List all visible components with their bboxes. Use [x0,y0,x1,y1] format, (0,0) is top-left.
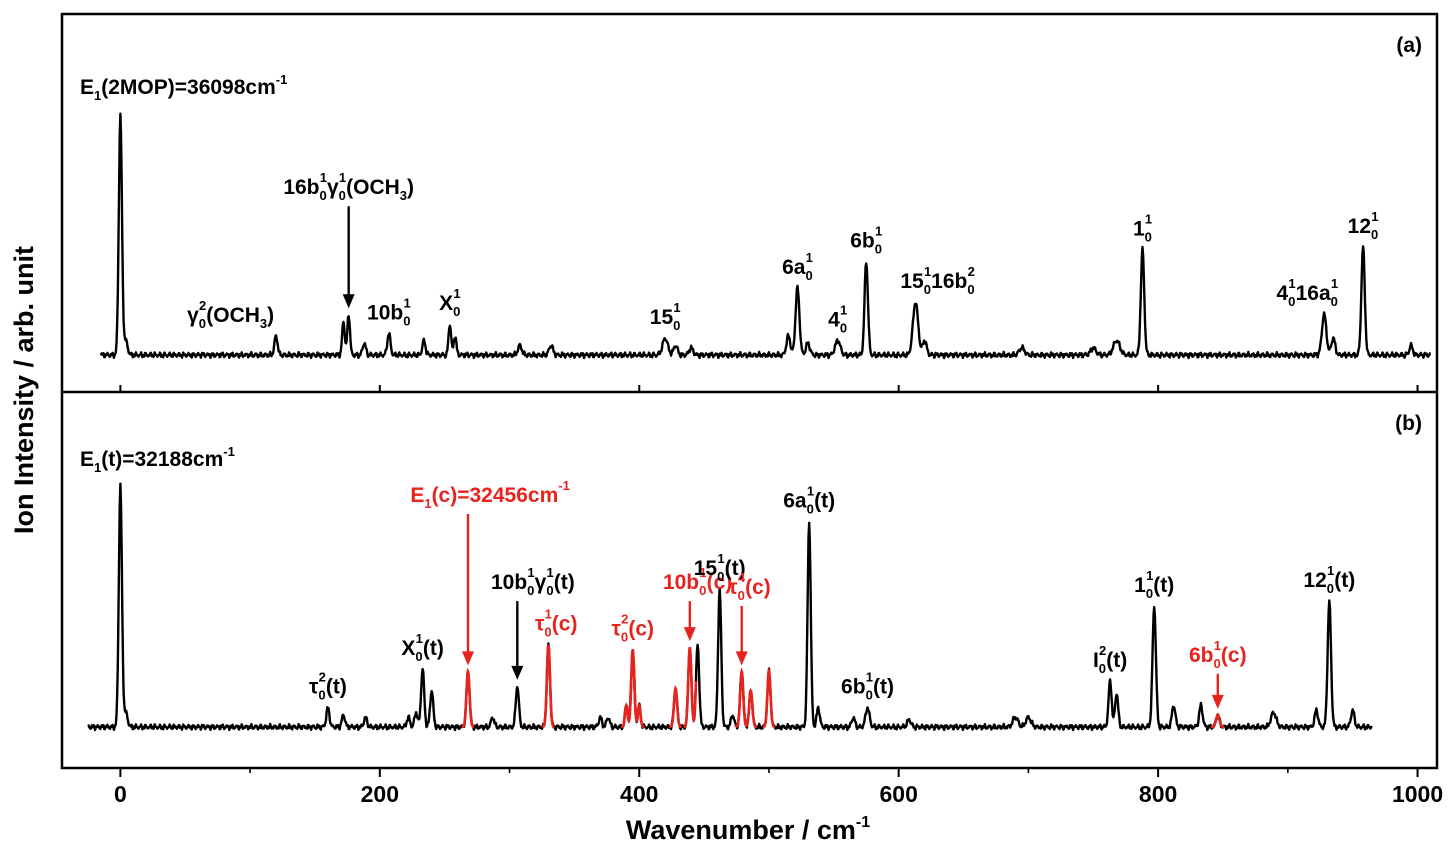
peak-label: 6b01(t) [841,670,894,703]
annotation-arrow-head [735,651,748,666]
panel-label: (b) [1395,412,1422,435]
panel-b: (b) E1(t)=32188cm-1 τ02(t) X01(t) E1(c)=3245… [80,412,1422,732]
peak-label: 150116b02 [900,264,974,297]
plot-frame [60,12,1439,770]
peak-label: 401 [828,303,847,336]
peak-label: 1201(t) [1303,563,1355,596]
peak-label: τ01(c) [535,607,578,640]
peak-label: τ02(t) [309,670,347,703]
annotation-arrow-head [1211,694,1224,709]
highlight-peak [632,672,645,729]
peak-label: 101(t) [1134,568,1174,601]
highlight-peak [762,666,776,729]
x-axis-title-exponent: -1 [856,814,870,831]
highlight-peak [683,646,698,729]
peak-label: I02(t) [1093,643,1127,676]
peak-label: 10b01γ01(t) [491,565,575,598]
peak-label: 40116a01 [1276,276,1338,309]
panel-label: (a) [1396,34,1422,57]
peak-label: 101 [1133,211,1152,244]
peak-label: 6b01(c) [1189,638,1247,671]
x-tick-label: 200 [361,781,399,807]
x-tick-label: 600 [879,781,917,807]
peak-label: 6a01 [782,250,813,283]
highlight-peak [541,644,555,729]
peak-label: X01 [439,286,460,319]
peak-label: 16b01γ01(OCH3) [283,170,414,203]
highlight-peak [461,667,475,729]
peak-label: X01(t) [401,631,443,664]
x-axis-title-text: Wavenumber / cm [626,815,856,845]
spectrum-trace [87,482,1373,732]
peak-label: 10b01(c) [663,565,732,598]
y-axis-title: Ion Intensity / arb. unit [9,246,39,534]
x-tick-label: 800 [1139,781,1177,807]
peak-label: 6a01(t) [783,483,835,516]
peak-label: 1501 [650,300,681,333]
peak-label: 1201 [1348,209,1379,242]
annotation-arrow-head [683,627,696,642]
peak-label: τ02(c) [611,612,654,645]
annotation-arrow-head [511,665,524,680]
origin-label: E1(t)=32188cm-1 [80,444,235,475]
peak-label: γ02(OCH3) [187,298,274,331]
x-tick-label: 400 [620,781,658,807]
spectrum-trace [99,112,1432,360]
peak-label: 6b01 [850,223,882,256]
x-axis-title: Wavenumber / cm-1 [626,814,870,845]
annotation-arrow-head [342,294,355,309]
annotation-arrow-head [462,651,475,666]
peak-label: τ04(c) [728,570,771,603]
highlight-peak [1211,713,1225,729]
x-tick-label: 0 [114,781,127,807]
x-axis: 0 200 400 600 800 1000 [114,385,1443,807]
peak-label: 10b01 [367,295,411,328]
panel-a: (a) E1(2MOP)=36098cm-1 γ02(OCH3) 16b01γ01(O… [80,34,1432,360]
highlight-peak [743,687,757,729]
peak-label: E1(c)=32456cm-1 [410,478,570,511]
origin-label: E1(2MOP)=36098cm-1 [80,72,287,103]
x-tick-label: 1000 [1392,781,1443,807]
peak-label: 1501(t) [694,551,746,584]
highlight-peak [669,684,682,729]
